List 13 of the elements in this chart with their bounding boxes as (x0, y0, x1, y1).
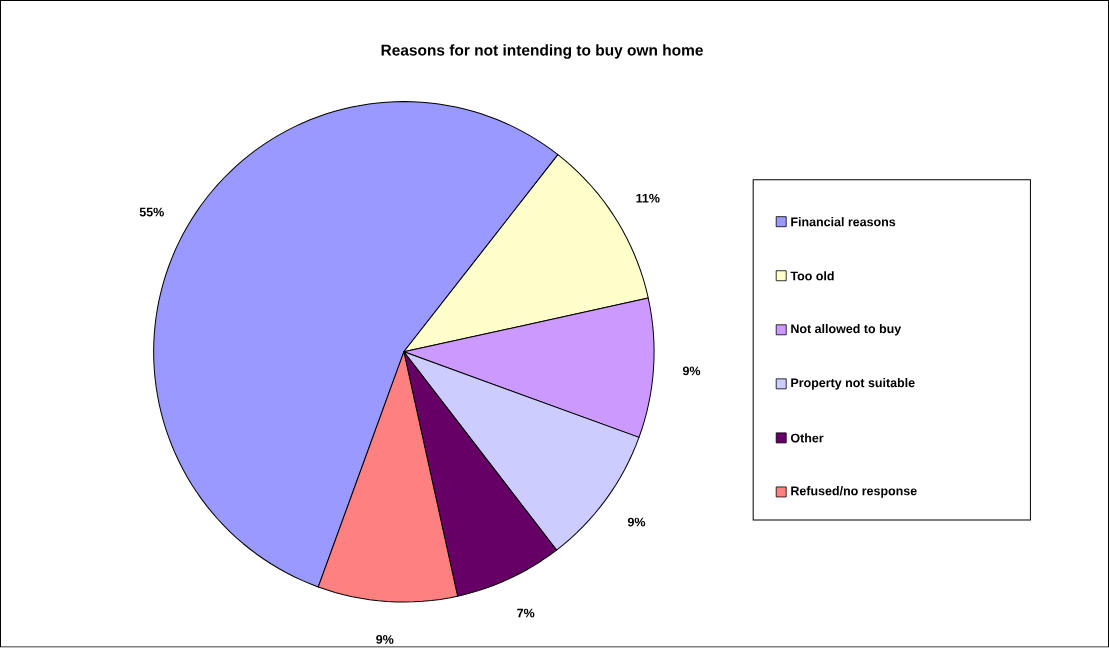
legend-label: Other (790, 433, 824, 443)
legend-label: Property not suitable (791, 378, 915, 390)
data-label: 9% (627, 517, 646, 527)
legend-label: Too old (790, 271, 834, 281)
data-label: 9% (376, 635, 394, 645)
legend-label: Refused/no response (791, 486, 917, 498)
data-label: 11% (636, 194, 660, 203)
legend-label: Financial reasons (791, 217, 896, 227)
data-label: 7% (517, 608, 535, 618)
chart-title: Reasons for not intending to buy own home (381, 44, 703, 59)
data-label: 9% (682, 366, 701, 376)
data-label: 55% (139, 207, 164, 217)
legend-label: Not allowed to buy (791, 324, 902, 336)
